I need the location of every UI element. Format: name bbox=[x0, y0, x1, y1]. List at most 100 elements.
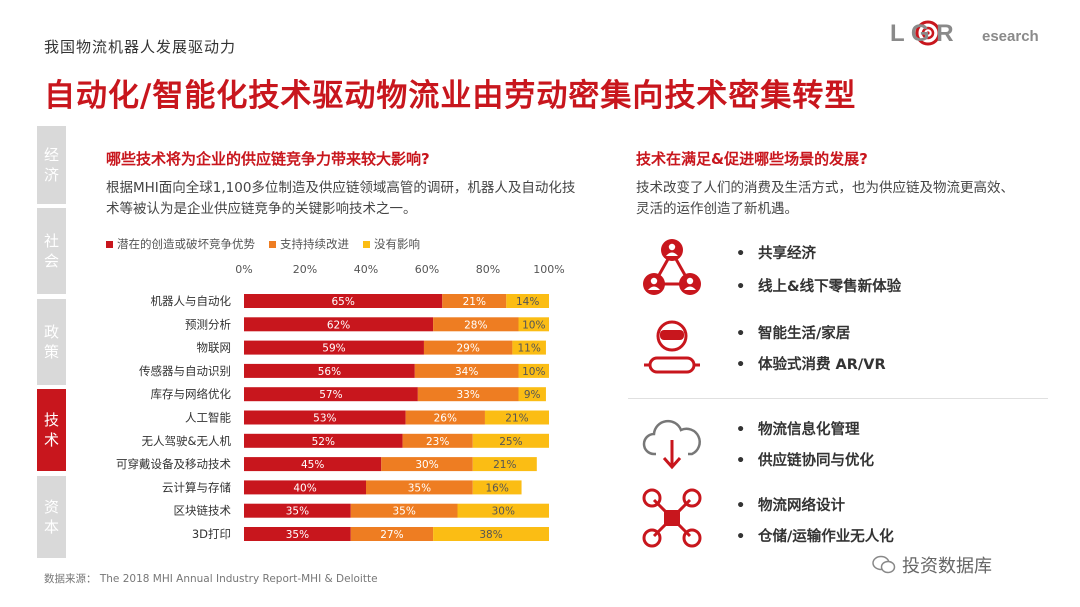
data-label: 23% bbox=[426, 436, 449, 448]
x-tick-label: 20% bbox=[293, 263, 317, 276]
bar-segment bbox=[350, 503, 458, 518]
data-label: 59% bbox=[322, 343, 345, 355]
bar-segment bbox=[244, 433, 403, 448]
bar-segment bbox=[484, 410, 549, 425]
bullet-network-design: • 物流网络设计 bbox=[736, 498, 845, 514]
data-label: 29% bbox=[457, 343, 480, 355]
category-label: 预测分析 bbox=[185, 317, 231, 331]
bar-segment bbox=[244, 527, 351, 541]
data-source-note: 数据来源： The 2018 MHI Annual Industry Repor… bbox=[44, 573, 378, 585]
chart-legend: 潜在的创造或破坏竞争优势 支持持续改进 没有影响 bbox=[106, 236, 420, 252]
bar-segment bbox=[244, 294, 443, 308]
side-tab-1[interactable]: 社会 bbox=[37, 208, 66, 294]
bar-segment bbox=[381, 457, 473, 472]
data-label: 52% bbox=[312, 436, 335, 448]
data-label: 14% bbox=[516, 296, 539, 308]
data-label: 9% bbox=[524, 389, 541, 401]
x-tick-label: 0% bbox=[235, 263, 252, 276]
legend-label-2: 支持持续改进 bbox=[280, 237, 349, 251]
category-label: 无人驾驶&无人机 bbox=[142, 434, 232, 448]
vr-person-icon bbox=[644, 320, 700, 374]
category-label: 传感器与自动识别 bbox=[139, 364, 231, 378]
wechat-icon bbox=[872, 555, 896, 574]
legend-swatch-3 bbox=[363, 240, 370, 248]
side-tab-3[interactable]: 技术 bbox=[37, 389, 66, 471]
side-tab-4[interactable]: 资本 bbox=[37, 476, 66, 558]
bullet-supply-chain: • 供应链协同与优化 bbox=[736, 453, 874, 469]
data-label: 25% bbox=[499, 436, 522, 448]
x-tick-label: 40% bbox=[354, 263, 378, 276]
bar-segment bbox=[244, 503, 351, 518]
bullet-unmanned-ops: • 仓储/运输作业无人化 bbox=[736, 529, 894, 545]
category-label: 区块链技术 bbox=[174, 504, 232, 518]
side-tab-0[interactable]: 经济 bbox=[37, 126, 66, 204]
category-label: 可穿戴设备及移动技术 bbox=[116, 457, 231, 471]
bullet-ar-vr: • 体验式消费 AR/VR bbox=[736, 357, 886, 373]
bar-segment bbox=[512, 340, 546, 355]
data-label: 56% bbox=[318, 366, 341, 378]
data-label: 28% bbox=[464, 319, 487, 331]
category-label: 云计算与存储 bbox=[162, 480, 231, 494]
page-supertitle: 我国物流机器人发展驱动力 bbox=[44, 38, 237, 56]
bullet-smart-home: • 智能生活/家居 bbox=[736, 326, 851, 342]
bullet-shared-economy: • 共享经济 bbox=[736, 246, 816, 262]
bar-segment bbox=[433, 317, 519, 332]
bar-segment bbox=[472, 457, 537, 472]
side-tab-2[interactable]: 政策 bbox=[37, 299, 66, 385]
bar-segment bbox=[402, 433, 473, 448]
data-label: 65% bbox=[331, 296, 354, 308]
data-label: 26% bbox=[434, 413, 457, 425]
bar-segment bbox=[366, 480, 473, 495]
right-description: 技术改变了人们的消费及生活方式，也为供应链及物流更高效、灵活的运作创造了新机遇。 bbox=[636, 180, 1014, 217]
data-label: 40% bbox=[293, 482, 316, 494]
bar-segment bbox=[472, 433, 549, 448]
bar-segment bbox=[350, 527, 434, 541]
watermark-text: 投资数据库 bbox=[902, 556, 992, 577]
wechat-watermark: 投资数据库 bbox=[872, 552, 992, 578]
data-label: 11% bbox=[518, 343, 541, 355]
cloud-download-icon bbox=[642, 419, 701, 470]
right-question: 技术在满足&促进哪些场景的发展? bbox=[636, 150, 868, 168]
data-label: 45% bbox=[301, 459, 324, 471]
bullet-logistics-info: • 物流信息化管理 bbox=[736, 422, 860, 438]
data-label: 16% bbox=[485, 482, 508, 494]
data-label: 34% bbox=[455, 366, 478, 378]
page-title: 自动化/智能化技术驱动物流业由劳动密集向技术密集转型 bbox=[44, 78, 857, 114]
bullet-retail-experience: • 线上&线下零售新体验 bbox=[736, 279, 902, 295]
data-label: 35% bbox=[392, 506, 415, 518]
category-label: 库存与网络优化 bbox=[151, 387, 232, 401]
drone-icon bbox=[642, 488, 702, 548]
bar-segment bbox=[244, 363, 415, 378]
legend-item-3: 没有影响 bbox=[363, 236, 420, 252]
bar-segment bbox=[244, 387, 418, 402]
data-label: 27% bbox=[380, 529, 403, 541]
bar-segment bbox=[244, 317, 434, 332]
data-label: 38% bbox=[479, 529, 502, 541]
bar-segment bbox=[244, 480, 366, 495]
logo-suffix: esearch bbox=[982, 28, 1039, 45]
bar-segment bbox=[518, 387, 546, 402]
legend-label-1: 潜在的创造或破坏竞争优势 bbox=[117, 237, 255, 251]
bar-segment bbox=[244, 457, 382, 472]
legend-item-1: 潜在的创造或破坏竞争优势 bbox=[106, 236, 255, 252]
bar-segment bbox=[244, 340, 424, 355]
bar-segment bbox=[433, 527, 549, 541]
bar-segment bbox=[457, 503, 549, 518]
bar-segment bbox=[518, 363, 549, 378]
data-label: 21% bbox=[505, 413, 528, 425]
legend-item-2: 支持持续改进 bbox=[269, 236, 349, 252]
bar-segment bbox=[417, 387, 519, 402]
data-label: 10% bbox=[522, 319, 545, 331]
category-label: 3D打印 bbox=[192, 527, 231, 541]
legend-swatch-2 bbox=[269, 240, 276, 248]
section-divider bbox=[628, 398, 1048, 399]
data-label: 62% bbox=[327, 319, 350, 331]
left-description: 根据MHI面向全球1,100多位制造及供应链领域高管的调研，机器人及自动化技术等… bbox=[106, 180, 576, 217]
bar-segment bbox=[405, 410, 485, 425]
network-people-icon bbox=[643, 239, 701, 295]
bar-segment bbox=[506, 294, 549, 308]
x-tick-label: 80% bbox=[476, 263, 500, 276]
data-label: 33% bbox=[457, 389, 480, 401]
data-label: 10% bbox=[522, 366, 545, 378]
logr-logo: L G R esearch bbox=[890, 20, 1039, 47]
